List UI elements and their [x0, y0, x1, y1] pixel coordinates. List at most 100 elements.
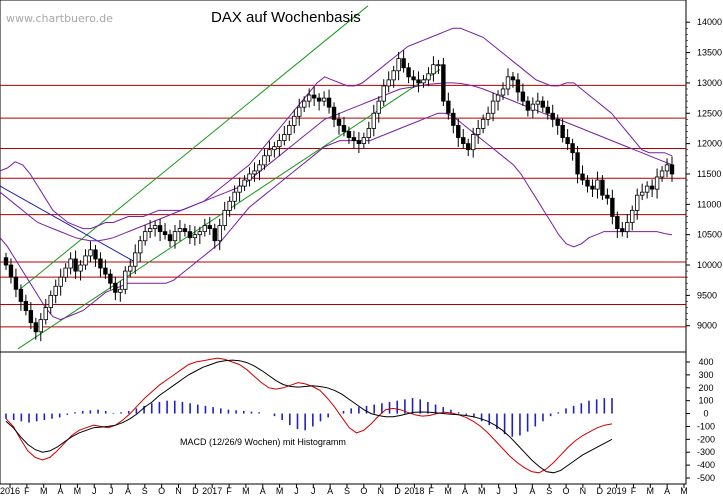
x-tick-label: A	[260, 486, 266, 496]
candle-body	[615, 216, 620, 229]
x-tick-label: O	[563, 486, 570, 496]
candle-body	[28, 310, 34, 324]
candle-body	[356, 140, 362, 145]
candle-body	[182, 228, 188, 233]
candle-body	[63, 267, 68, 278]
price-panel-frame	[0, 0, 687, 353]
x-tick-label: 2017	[202, 486, 222, 496]
candle-body	[212, 228, 217, 242]
x-tick-label: M	[647, 486, 655, 496]
x-tick-label: J	[92, 486, 97, 496]
candle-body	[466, 143, 471, 151]
candle-body	[137, 240, 143, 254]
candle-body	[162, 231, 168, 236]
macd-panel-frame	[0, 351, 687, 485]
candle-body	[167, 234, 173, 242]
candle-body	[33, 322, 39, 333]
candle-body	[103, 267, 108, 275]
candle-body	[287, 125, 292, 135]
candle-body	[595, 179, 600, 190]
channel-upper-line	[19, 5, 369, 290]
candle-body	[297, 106, 302, 117]
candle-body	[381, 85, 386, 102]
candle-body	[78, 264, 83, 272]
candle-body	[88, 249, 93, 257]
candle-body	[520, 91, 526, 102]
x-tick-label: N	[580, 486, 587, 496]
candle-body	[38, 319, 43, 333]
signal-line	[5, 359, 613, 474]
candle-body	[133, 252, 138, 267]
price-tick-label: 13000	[697, 78, 722, 88]
candle-body	[147, 228, 153, 233]
candle-body	[654, 176, 660, 190]
candle-body	[386, 79, 391, 87]
x-tick-label: J	[109, 486, 114, 496]
x-tick-label: D	[394, 486, 401, 496]
candle-body	[292, 115, 297, 126]
candle-body	[113, 282, 118, 293]
candle-body	[177, 228, 183, 233]
x-tick-label: 2016	[0, 486, 20, 496]
x-tick-label: S	[142, 486, 148, 496]
candle-body	[262, 155, 267, 166]
candle-body	[570, 143, 575, 154]
candle-body	[431, 64, 436, 75]
candle-body	[336, 118, 342, 126]
candle-body	[207, 225, 212, 229]
candle-body	[456, 125, 461, 138]
x-tick-label: D	[597, 486, 604, 496]
candle-body	[282, 134, 287, 141]
candle-body	[555, 118, 560, 126]
x-tick-label: S	[344, 486, 350, 496]
horizontal-resistance-levels	[0, 84, 686, 328]
candle-body	[525, 100, 531, 111]
candle-body	[505, 76, 511, 90]
candle-body	[237, 185, 242, 193]
candle-body	[123, 270, 128, 290]
candle-body	[550, 112, 555, 120]
price-tick-label: 10000	[697, 260, 722, 270]
candle-body	[575, 152, 580, 175]
candle-body	[227, 200, 232, 211]
candle-body	[461, 137, 466, 145]
candle-body	[620, 228, 625, 233]
candle-body	[23, 301, 29, 311]
x-tick-label: N	[377, 486, 384, 496]
candle-body	[128, 265, 133, 272]
x-tick-label: A	[327, 486, 333, 496]
price-tick-label: 11500	[697, 169, 721, 179]
candle-body	[565, 137, 570, 145]
macd-tick-label: 300	[698, 370, 713, 380]
candle-body	[302, 100, 307, 108]
candle-body	[515, 79, 521, 93]
macd-tick-label: -100	[697, 421, 715, 431]
candle-body	[480, 118, 486, 129]
price-tick-label: 12000	[697, 139, 722, 149]
candle-body	[351, 137, 357, 141]
candle-body	[361, 137, 367, 145]
candle-body	[610, 197, 615, 217]
candle-body	[411, 76, 416, 81]
candle-body	[371, 112, 376, 129]
x-tick-label: M	[40, 486, 48, 496]
macd-label: MACD (12/26/9 Wochen) mit Histogramm	[180, 437, 346, 447]
candle-body	[396, 58, 401, 72]
candle-body	[58, 276, 63, 287]
candle-body	[83, 255, 88, 266]
x-tick-label: F	[24, 486, 30, 496]
price-tick-label: 10500	[697, 230, 722, 240]
candle-body	[421, 79, 426, 84]
price-tick-label: 13500	[697, 48, 722, 58]
candle-body	[600, 179, 605, 196]
x-axis-month-labels: 2016 F M A M J J A S O N D 2017 F M A M J J A S O N D 2018 F M A M J J…	[0, 484, 688, 496]
x-tick-label: M	[444, 486, 452, 496]
x-tick-label: M	[242, 486, 250, 496]
candle-body	[197, 231, 203, 236]
candle-body	[475, 128, 481, 135]
candle-body	[649, 185, 655, 190]
macd-tick-label: 0	[703, 409, 708, 419]
candle-body	[535, 100, 541, 105]
candle-body	[406, 67, 411, 78]
